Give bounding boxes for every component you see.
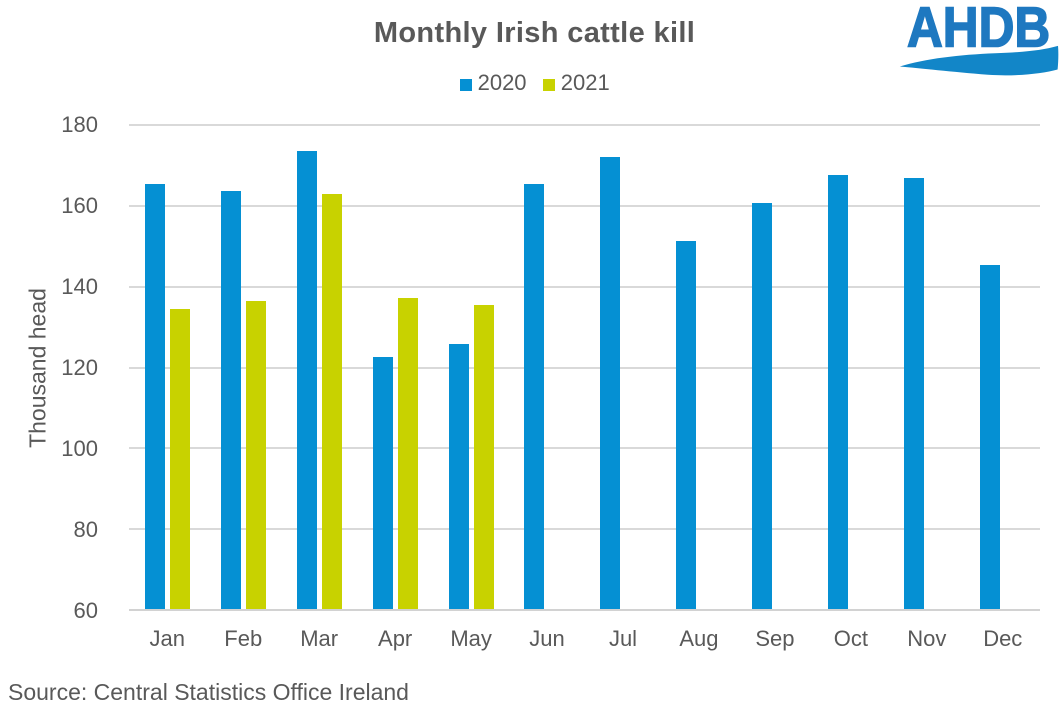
svg-text:AHDB: AHDB [907,0,1050,58]
